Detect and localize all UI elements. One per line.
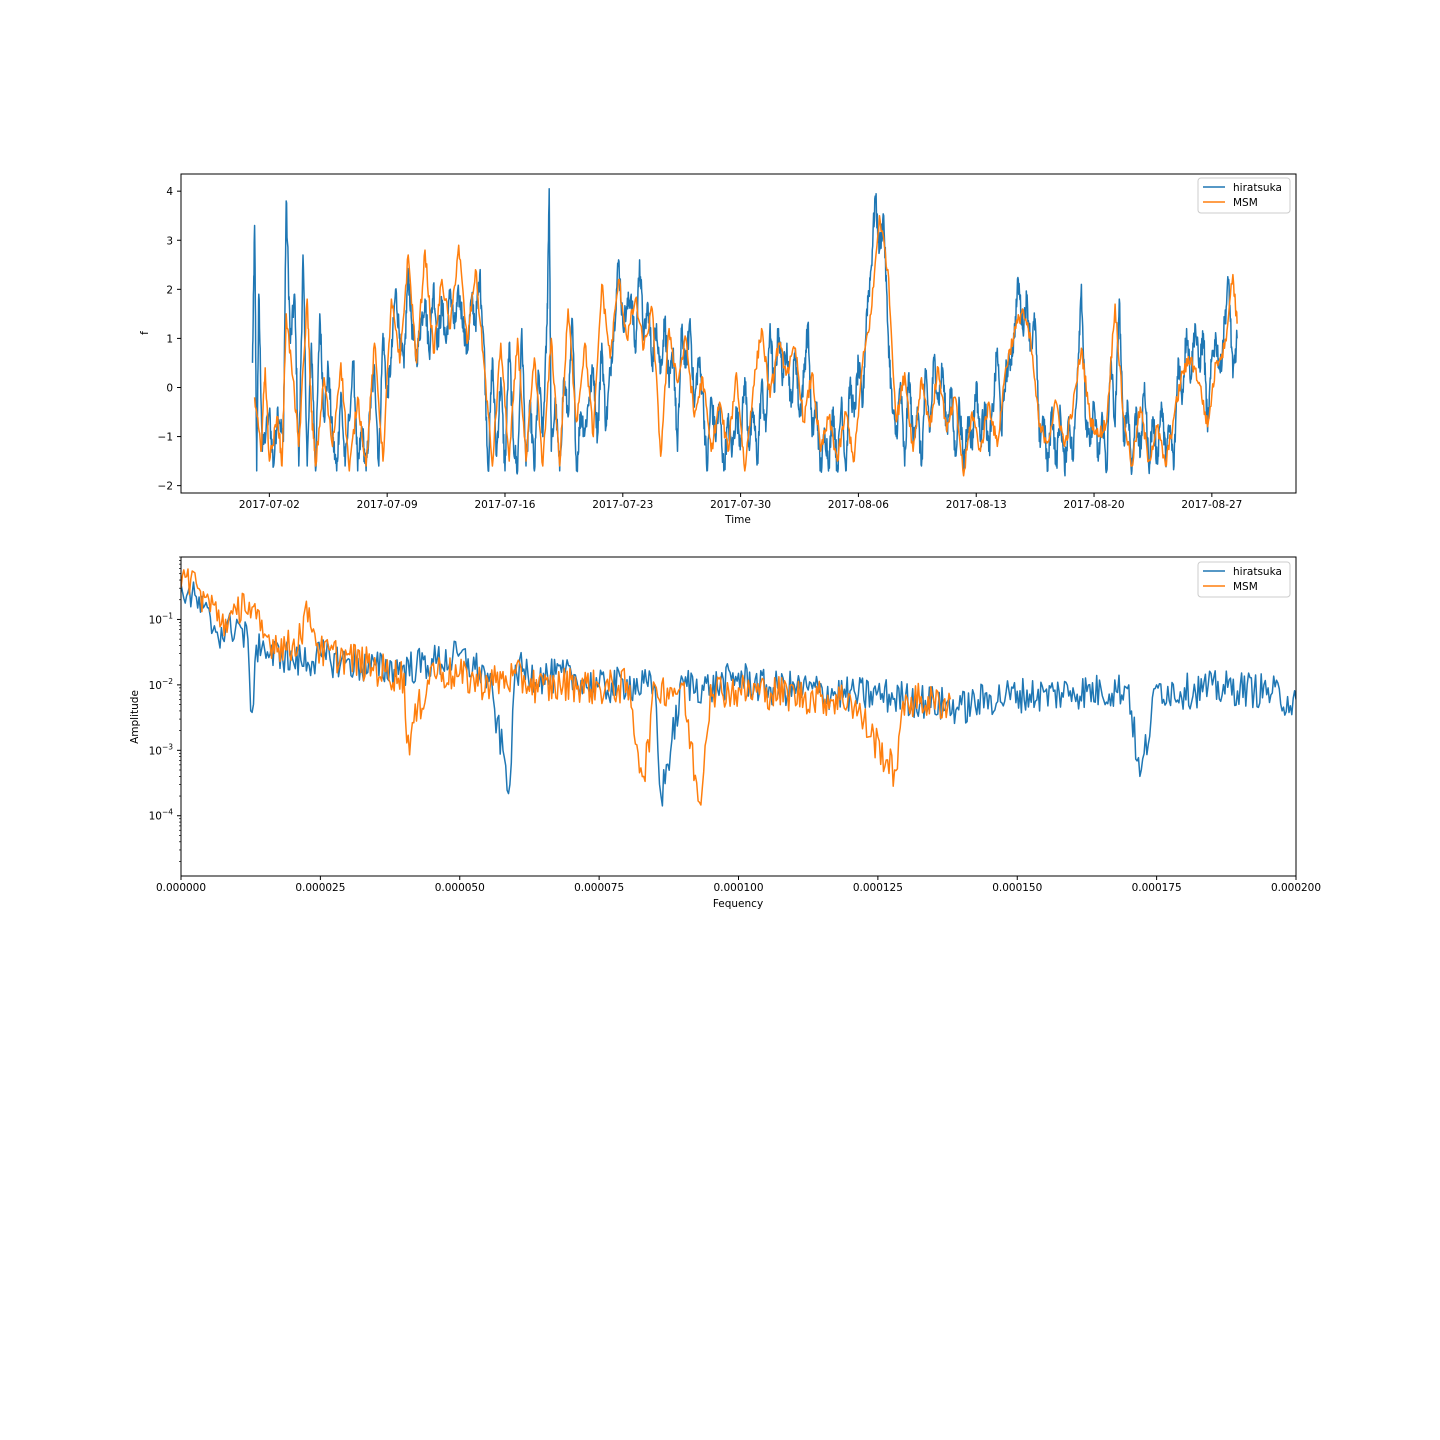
timeseries-x-tick-label: 2017-08-27 xyxy=(1181,499,1242,511)
spectrum-x-tick-label: 0.000175 xyxy=(1132,882,1182,894)
timeseries-x-tick-label: 2017-07-30 xyxy=(710,499,771,511)
spectrum-plot-area xyxy=(181,568,1296,807)
timeseries-plot-area xyxy=(251,187,1238,477)
spectrum-y-tick-base: 10 xyxy=(149,811,162,823)
spectrum-y-tick-base: 10 xyxy=(149,745,162,757)
spectrum-y-tick-exponent: −3 xyxy=(162,742,173,751)
spectrum-x-tick-label: 0.000200 xyxy=(1271,882,1321,894)
timeseries-legend-label-hiratsuka: hiratsuka xyxy=(1233,182,1282,194)
timeseries-y-tick-label: −1 xyxy=(158,432,173,444)
timeseries-panel: 2017-07-02 2017-07-09 2017-07-16 2017-07-23… xyxy=(139,173,1297,526)
spectrum-y-tick-label: 10−4 xyxy=(149,808,174,823)
timeseries-y-tick-label: 3 xyxy=(166,235,173,247)
timeseries-y-tick-label: −2 xyxy=(158,481,173,493)
timeseries-y-ticks: −2 −1 0 1 2 3 4 xyxy=(158,186,181,493)
spectrum-x-tick-label: 0.000000 xyxy=(156,882,206,894)
spectrum-y-tick-base: 10 xyxy=(149,680,162,692)
timeseries-y-tick-label: 4 xyxy=(166,186,173,198)
timeseries-line-hiratsuka xyxy=(251,187,1238,477)
spectrum-legend: hiratsuka MSM xyxy=(1197,561,1291,598)
spectrum-x-ticks: 0.000000 0.000025 0.000050 0.000075 0.000100… xyxy=(156,876,1321,894)
timeseries-x-tick-label: 2017-08-06 xyxy=(828,499,889,511)
timeseries-x-label: Time xyxy=(724,514,751,526)
spectrum-y-tick-exponent: −2 xyxy=(162,677,173,686)
spectrum-line-hiratsuka xyxy=(181,581,1296,807)
spectrum-x-tick-label: 0.000150 xyxy=(992,882,1042,894)
timeseries-y-tick-label: 1 xyxy=(166,333,173,345)
spectrum-panel: 0.000000 0.000025 0.000050 0.000075 0.000100… xyxy=(129,556,1321,910)
spectrum-legend-label-hiratsuka: hiratsuka xyxy=(1233,566,1282,578)
timeseries-x-tick-label: 2017-07-09 xyxy=(357,499,418,511)
timeseries-x-tick-label: 2017-08-20 xyxy=(1064,499,1125,511)
timeseries-x-tick-label: 2017-07-02 xyxy=(239,499,300,511)
timeseries-y-tick-label: 0 xyxy=(166,382,173,394)
spectrum-x-tick-label: 0.000050 xyxy=(435,882,485,894)
spectrum-y-tick-exponent: −4 xyxy=(162,808,173,817)
timeseries-legend: hiratsuka MSM xyxy=(1197,177,1291,214)
timeseries-line-msm xyxy=(253,214,1238,477)
timeseries-x-tick-label: 2017-07-16 xyxy=(474,499,535,511)
spectrum-y-tick-label: 10−1 xyxy=(149,611,174,626)
spectrum-y-tick-exponent: −1 xyxy=(162,611,173,620)
timeseries-x-tick-label: 2017-08-13 xyxy=(946,499,1007,511)
spectrum-x-label: Fequency xyxy=(713,898,763,910)
spectrum-legend-label-msm: MSM xyxy=(1233,581,1258,593)
spectrum-x-tick-label: 0.000025 xyxy=(295,882,345,894)
timeseries-x-tick-label: 2017-07-23 xyxy=(592,499,653,511)
spectrum-x-tick-label: 0.000125 xyxy=(853,882,903,894)
spectrum-x-tick-label: 0.000100 xyxy=(713,882,763,894)
spectrum-y-tick-label: 10−2 xyxy=(149,677,174,692)
spectrum-line-msm xyxy=(181,568,952,806)
timeseries-y-tick-label: 2 xyxy=(166,284,173,296)
spectrum-x-tick-label: 0.000075 xyxy=(574,882,624,894)
timeseries-y-label: f xyxy=(139,331,151,335)
timeseries-legend-label-msm: MSM xyxy=(1233,197,1258,209)
spectrum-y-ticks: 10−110−210−310−4 xyxy=(149,556,181,862)
spectrum-y-tick-label: 10−3 xyxy=(149,742,174,757)
spectrum-y-tick-base: 10 xyxy=(149,614,162,626)
spectrum-y-label: Amplitude xyxy=(129,690,141,744)
timeseries-axes-frame xyxy=(180,173,1297,494)
timeseries-x-ticks: 2017-07-02 2017-07-09 2017-07-16 2017-07-23… xyxy=(239,493,1242,511)
